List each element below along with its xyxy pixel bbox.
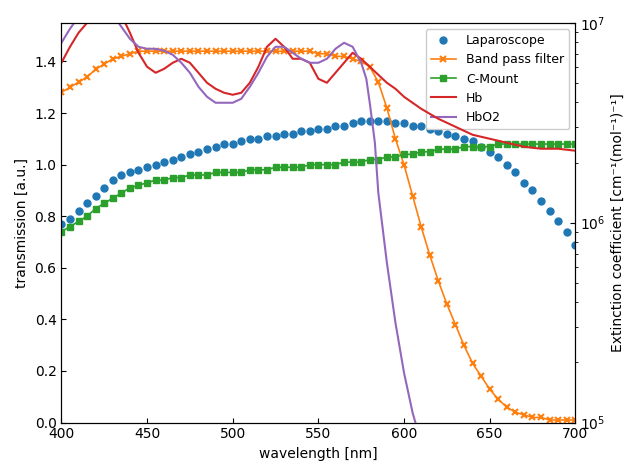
Band pass filter: [169, 49, 177, 54]
HbO2: [237, 96, 245, 101]
HbO2: [92, 0, 99, 6]
Hb: [374, 72, 382, 78]
C-Mount: [511, 141, 519, 147]
Line: Hb: Hb: [61, 7, 575, 151]
Band pass filter: [186, 49, 194, 54]
Band pass filter: [246, 49, 253, 54]
X-axis label: wavelength [nm]: wavelength [nm]: [259, 447, 378, 461]
Hb: [572, 148, 579, 154]
Hb: [161, 66, 168, 71]
Band pass filter: [58, 89, 65, 95]
Laparoscope: [511, 169, 519, 175]
HbO2: [152, 46, 159, 51]
Laparoscope: [161, 159, 168, 165]
C-Mount: [366, 157, 374, 162]
Laparoscope: [572, 242, 579, 248]
C-Mount: [572, 141, 579, 147]
C-Mount: [161, 177, 168, 183]
Laparoscope: [58, 221, 65, 227]
Hb: [195, 70, 202, 76]
Band pass filter: [572, 417, 579, 423]
HbO2: [177, 60, 185, 66]
Band pass filter: [511, 409, 519, 415]
HbO2: [58, 40, 65, 46]
Hb: [554, 146, 562, 151]
Band pass filter: [374, 79, 382, 85]
Laparoscope: [177, 154, 185, 160]
Hb: [58, 60, 65, 66]
C-Mount: [177, 175, 185, 180]
Laparoscope: [357, 118, 365, 124]
Hb: [109, 4, 116, 10]
Y-axis label: transmission [a.u.]: transmission [a.u.]: [15, 158, 29, 288]
Legend: Laparoscope, Band pass filter, C-Mount, Hb, HbO2: Laparoscope, Band pass filter, C-Mount, …: [426, 29, 569, 129]
Band pass filter: [134, 49, 142, 54]
HbO2: [118, 24, 125, 30]
Laparoscope: [332, 123, 339, 129]
Line: Band pass filter: Band pass filter: [58, 48, 579, 424]
Band pass filter: [340, 53, 348, 59]
C-Mount: [494, 141, 502, 147]
Line: HbO2: HbO2: [61, 3, 575, 476]
C-Mount: [58, 229, 65, 235]
Hb: [349, 50, 356, 56]
Band pass filter: [546, 417, 554, 423]
C-Mount: [332, 162, 339, 168]
Laparoscope: [374, 118, 382, 124]
Line: Laparoscope: Laparoscope: [58, 118, 579, 248]
Y-axis label: Extinction coefficient [cm⁻¹(mol⁻¹)⁻¹]: Extinction coefficient [cm⁻¹(mol⁻¹)⁻¹]: [611, 93, 625, 352]
C-Mount: [237, 169, 245, 175]
Laparoscope: [237, 139, 245, 144]
Hb: [203, 80, 211, 86]
Line: C-Mount: C-Mount: [59, 141, 578, 235]
